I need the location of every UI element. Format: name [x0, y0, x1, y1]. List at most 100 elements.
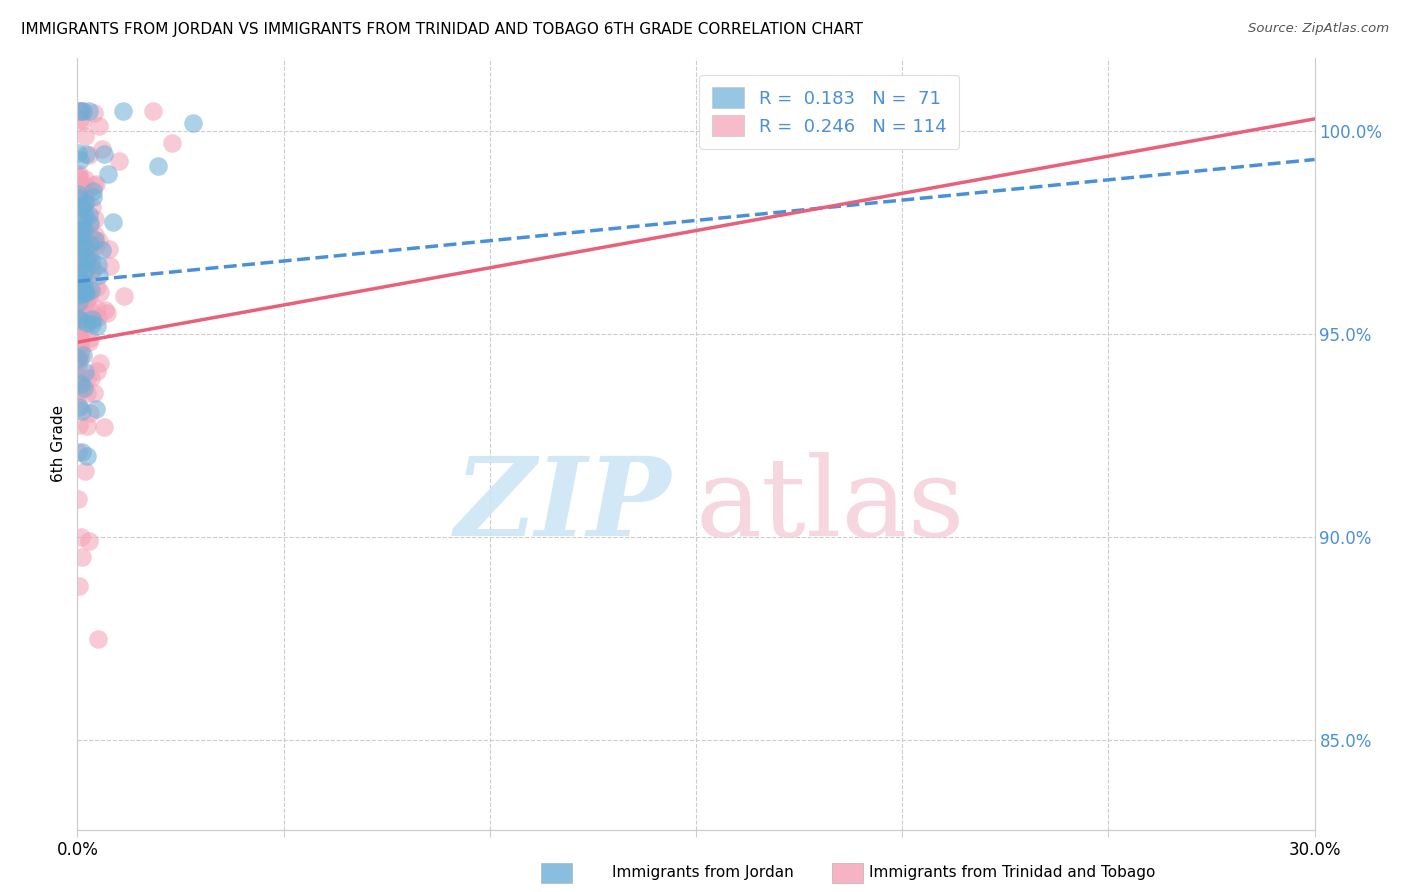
- Point: [69, 178, 91, 193]
- Point: [66, 376, 89, 390]
- Point: [75, 194, 97, 209]
- Text: Source: ZipAtlas.com: Source: ZipAtlas.com: [1249, 22, 1389, 36]
- Point: [73, 202, 96, 217]
- Point: [76, 449, 98, 463]
- Point: [73, 381, 96, 395]
- Point: [73, 191, 96, 205]
- Point: [66, 354, 89, 368]
- Point: [67, 231, 90, 245]
- Point: [70, 200, 93, 214]
- Point: [86, 258, 108, 272]
- Point: [89, 285, 111, 299]
- Text: atlas: atlas: [696, 452, 966, 559]
- Point: [96, 306, 118, 320]
- Point: [67, 354, 90, 368]
- Point: [82, 312, 104, 326]
- Point: [82, 190, 104, 204]
- Point: [72, 217, 94, 231]
- Point: [86, 279, 108, 293]
- Point: [72, 103, 94, 118]
- Point: [66, 492, 89, 507]
- Point: [75, 294, 97, 309]
- Point: [98, 260, 121, 274]
- Point: [67, 399, 90, 413]
- Point: [103, 215, 125, 229]
- Point: [82, 261, 104, 276]
- Point: [75, 209, 97, 223]
- Point: [67, 230, 90, 244]
- Point: [77, 208, 100, 222]
- Text: Immigrants from Jordan: Immigrants from Jordan: [612, 865, 794, 880]
- Point: [66, 321, 89, 335]
- Point: [67, 579, 90, 593]
- Point: [83, 227, 105, 242]
- Point: [84, 177, 107, 191]
- Point: [73, 268, 96, 282]
- Point: [67, 326, 90, 340]
- Point: [67, 287, 90, 301]
- Point: [76, 316, 98, 330]
- Point: [75, 196, 97, 211]
- Point: [66, 351, 89, 366]
- Point: [72, 235, 94, 250]
- Point: [66, 308, 89, 322]
- Point: [73, 221, 96, 235]
- Point: [84, 239, 107, 253]
- Point: [86, 632, 108, 646]
- Point: [75, 314, 97, 328]
- Y-axis label: 6th Grade: 6th Grade: [51, 405, 66, 483]
- Point: [75, 250, 97, 264]
- Point: [67, 417, 90, 432]
- Point: [77, 254, 100, 268]
- Point: [75, 147, 97, 161]
- Point: [80, 371, 103, 385]
- Point: [69, 332, 91, 346]
- Point: [82, 185, 104, 199]
- Point: [69, 239, 91, 253]
- Point: [75, 285, 97, 300]
- Point: [79, 406, 101, 420]
- Point: [91, 142, 114, 156]
- Point: [77, 148, 100, 162]
- Point: [80, 229, 103, 244]
- Point: [72, 200, 94, 214]
- Point: [70, 178, 93, 193]
- Point: [83, 178, 105, 192]
- Point: [80, 304, 103, 318]
- Point: [69, 112, 91, 126]
- Point: [66, 277, 89, 292]
- Point: [76, 385, 98, 400]
- Point: [91, 244, 114, 258]
- Point: [97, 167, 120, 181]
- Point: [84, 401, 107, 416]
- Point: [70, 290, 93, 304]
- Point: [69, 347, 91, 361]
- Point: [67, 145, 90, 160]
- Point: [77, 284, 100, 298]
- Point: [79, 335, 101, 350]
- Point: [73, 285, 96, 299]
- Point: [83, 212, 105, 227]
- Point: [67, 401, 90, 415]
- Point: [84, 233, 107, 247]
- Point: [86, 301, 108, 316]
- Point: [70, 376, 93, 391]
- Point: [86, 364, 108, 378]
- Point: [94, 303, 117, 318]
- Point: [72, 255, 94, 269]
- Point: [66, 169, 89, 183]
- Point: [72, 348, 94, 362]
- Point: [67, 269, 90, 284]
- Point: [79, 103, 101, 118]
- Point: [111, 103, 134, 118]
- Point: [87, 310, 110, 324]
- Point: [67, 301, 90, 316]
- Point: [72, 286, 94, 301]
- Point: [73, 284, 96, 298]
- Point: [70, 445, 93, 459]
- Point: [69, 254, 91, 268]
- Point: [112, 289, 135, 303]
- Point: [70, 114, 93, 128]
- Point: [87, 119, 110, 133]
- Point: [79, 331, 101, 345]
